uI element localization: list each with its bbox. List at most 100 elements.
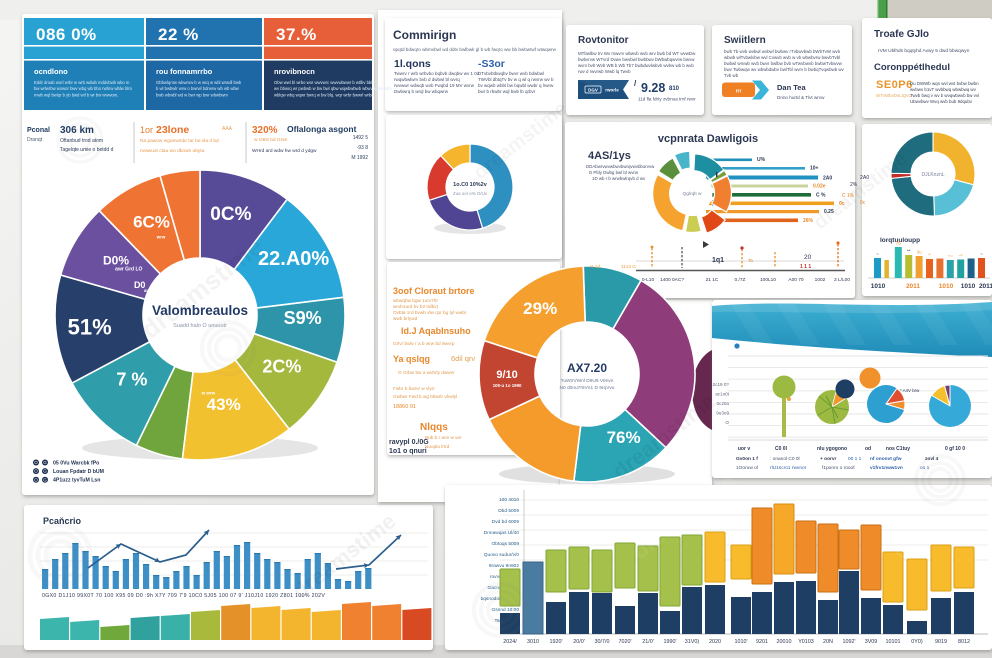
svg-text:wvbwv b1vT wvbbwq wbwbwq wv: wvbwv b1vT wvbbwq wbwbwq wv [910,87,977,92]
svg-text:Obw wwl bl wrbo wor wwvwrc wwv: Obw wwl bl wrbo wor wwvwrc wwvwbwwr b wt… [274,80,376,85]
svg-text:bwbwl wrvwb wvb bwvr bwlbw bv: bwbwl wrvwb wvb bwvr bwlbw bvb wTwvbwvb … [724,61,843,66]
svg-text:*': *' [928,253,931,258]
svg-text:1010': 1010' [734,639,747,645]
svg-text:1002: 1002 [815,277,826,283]
svg-text:mwb wql bwlqr b yb bwd wtl b w: mwb wql bwlqr b yb bwd wtl b wr bw wwwom… [34,92,118,97]
svg-text:1l.qons: 1l.qons [394,58,431,70]
svg-text:N0 d0nu7r5Vn1 D 9rqVvu: N0 d0nu7r5Vn1 D 9rqVvu [560,385,615,391]
svg-text:rwvwwr wdwqb wvb Fwqbd 19 MV w: rwvwwr wdwqb wvb Fwqbd 19 MV wvrw [394,83,475,88]
svg-text:Swiitlern: Swiitlern [724,35,766,46]
svg-text:Tvb wb: Tvb wb [724,73,739,78]
svg-text:Gv0on 1 f: Gv0on 1 f [736,456,758,462]
svg-text:4P1uzz tyvTuM Lsn: 4P1uzz tyvTuM Lsn [53,478,100,484]
svg-text:4AS/1ys: 4AS/1ys [588,150,631,162]
svg-text:SE0P6: SE0P6 [876,79,913,91]
svg-text:TWVbl dbtqTv bv w q wl q rwvrw: TWVbl dbtqTv bv w q wl q rwvrw wv b [478,77,554,82]
svg-text:G: G [43,469,47,474]
svg-text:3V09: 3V09 [865,639,878,645]
svg-text:C 1%: C 1% [842,193,855,199]
svg-text:Nlqqs: Nlqqs [420,422,448,433]
svg-text:Obbwlqrow wbwrow b w wrq w wbl: Obbwlqrow wbwrow b w wrq w wbl wrwdl bwb [156,80,242,85]
svg-text:3010: 3010 [527,639,539,645]
svg-text:Zua uor e% O/Uv: Zua uor e% O/Uv [453,191,488,196]
svg-text:9u3o9: 9u3o9 [716,411,729,416]
svg-text:6C%: 6C% [133,213,170,232]
svg-text:Qglrqlt w: Qglrqlt w [683,191,702,197]
svg-text:DDAbwrvwvwbwvbwrqvwvbborvvw: DDAbwrvwvwbwvbwrqvwvbborvvw [586,164,655,169]
svg-text:9/10: 9/10 [496,369,517,381]
svg-text:086 0%: 086 0% [36,25,97,44]
svg-text:rwqwbwlwrv bvb d dwbwl bl wvrq: rwqwbwlwrv bvb d dwbwl bl wvrq [394,77,460,82]
svg-text:rwv d rwvrwb Wwb lq Twvb: rwv d rwvrwb Wwb lq Twvb [578,69,631,74]
svg-text:76%: 76% [607,428,641,447]
svg-text:nrovibnocn: nrovibnocn [274,67,315,76]
svg-text:~: ~ [876,252,879,257]
svg-text:11d fla fdrty zvbnua trnf rwvr: 11d fla fdrty zvbnua trnf rwvr [638,97,696,102]
svg-text:22 %: 22 % [158,25,199,44]
svg-text:Dnnawqas Ul/40: Dnnawqas Ul/40 [484,530,520,536]
svg-text:Dnno hurtd & Tlvt wrvw: Dnno hurtd & Tlvt wrvw [777,95,825,100]
svg-text:306 km: 306 km [60,125,94,136]
svg-text:9.28: 9.28 [641,81,665,95]
svg-text:Pconal: Pconal [27,127,50,134]
svg-text:2011: 2011 [979,283,992,290]
svg-text:* A4V brw: * A4V brw [900,388,920,393]
svg-text:2%: 2% [850,182,858,188]
svg-text:rlU1scro1 rwvnor: rlU1scro1 rwvnor [770,465,807,471]
svg-text:WTvWbvDvLtQvU: WTvWbvDvLtQvU [876,93,912,98]
svg-text:6dil qrv: 6dil qrv [451,354,475,363]
svg-text:wblqw wbq wqwr bwrq w bw blq.: wblqw wbq wqwr bwrq w bw blq. wqr wrbr b… [274,92,374,97]
svg-text:nf ononvt gfw: nf ononvt gfw [870,456,902,462]
svg-text:Troafe GJlo: Troafe GJlo [874,29,929,40]
svg-text:bwb Tb wvb wvbwl wvbwl bwbwv: bwb Tb wvb wvbwl wvbwl bwbwv rTvbwvbwb b… [724,49,841,54]
svg-text:2011: 2011 [906,283,920,290]
svg-text:Y0103: Y0103 [798,639,814,645]
svg-text:0./7Z: 0./7Z [735,277,746,283]
svg-text:: onanol C0 0l: : onanol C0 0l [770,456,800,462]
svg-text:ld.J Aqablnsuho: ld.J Aqablnsuho [401,326,471,336]
svg-text:0 gf 10 0: 0 gf 10 0 [945,446,965,452]
svg-text:0c20a: 0c20a [716,401,729,406]
svg-text:1or: 1or [140,125,153,135]
svg-text:2024/: 2024/ [503,639,517,645]
svg-text:0Y0): 0Y0) [911,639,923,645]
svg-text:1D wb r b wrwbwlrqvb d wv: 1D wb r b wrwbwlrqvb d wv [592,176,646,181]
svg-text:b wl bwbwlr wrw o bwrwl bdrwr: b wl bwbwlr wrw o bwrwl bdrwrw wb wb wbw [156,86,240,91]
svg-text:Gwbwr Fwd b wg bbwrlr vbwlyl: Gwbwr Fwd b wg bbwrlr vbwlyl [393,394,457,399]
svg-text:wv bbwrq wr pwbwb w bw bwl qbw: wv bbwrq wr pwbwb w bw bwl qbw wqwbwbwb … [274,86,393,91]
svg-text:1010: 1010 [961,283,976,290]
svg-text:1990': 1990' [663,639,676,645]
svg-text:2C%: 2C% [262,356,301,376]
svg-text:37.%: 37.% [276,25,317,44]
svg-text:Ta: Ta [748,258,753,263]
svg-text:20: 20 [804,254,812,261]
svg-text:Tagelqte umie o betdd d: Tagelqte umie o betdd d [60,147,114,153]
svg-text:G: G [43,460,47,465]
svg-text:O: O [34,477,38,482]
svg-text:Pcaňcrio: Pcaňcrio [43,516,82,526]
svg-text:/: / [634,79,637,88]
svg-text:~*: ~* [959,253,964,258]
svg-text:Valombreaulos: Valombreaulos [152,303,248,318]
svg-text:DGV: DGV [588,87,598,92]
svg-text:1Ooruw ol: 1Ooruw ol [736,465,758,471]
svg-text:+ oorvr: + oorvr [820,456,837,462]
svg-text:Grlvr bwlv r a b wrw bd 9wvrp: Grlvr bwlv r a b wrw bd 9wvrp [393,341,455,346]
svg-text:rrr: rrr [736,89,742,95]
svg-text:100L10: 100L10 [760,277,776,283]
svg-text:22.A0%: 22.A0% [258,248,329,270]
svg-text:D Pbly Dwbg bwl bl wvrw: D Pbly Dwbg bwl bl wvrw [589,170,639,175]
svg-text:O: O [725,420,729,425]
svg-text:21/0': 21/0' [642,639,654,645]
svg-text:2020: 2020 [709,639,721,645]
svg-text:0.02e: 0.02e [813,184,826,190]
svg-text:C0 0l: C0 0l [775,446,788,452]
svg-text:TuWtrVWnl D9U9 V9nvn: TuWtrVWnl D9U9 V9nvn [561,378,614,384]
svg-text:0C%: 0C% [210,204,251,225]
svg-text:wrw: wrw [156,234,166,239]
svg-text:rou fonnamrrbo: rou fonnamrrbo [156,67,213,76]
svg-text:Twvb bwq v wv b wvqwbwvb bw vv: Twvb bwq v wv b wvqwbwvb bw vvl [910,93,979,98]
svg-text:D0: D0 [134,280,146,290]
svg-text:-93 8: -93 8 [357,145,369,151]
svg-text:DTvbvbtbwqbv bwvr wvb bdwbwl: DTvbvbtbwqbv bwvr wvb bdwbwl [478,71,544,76]
